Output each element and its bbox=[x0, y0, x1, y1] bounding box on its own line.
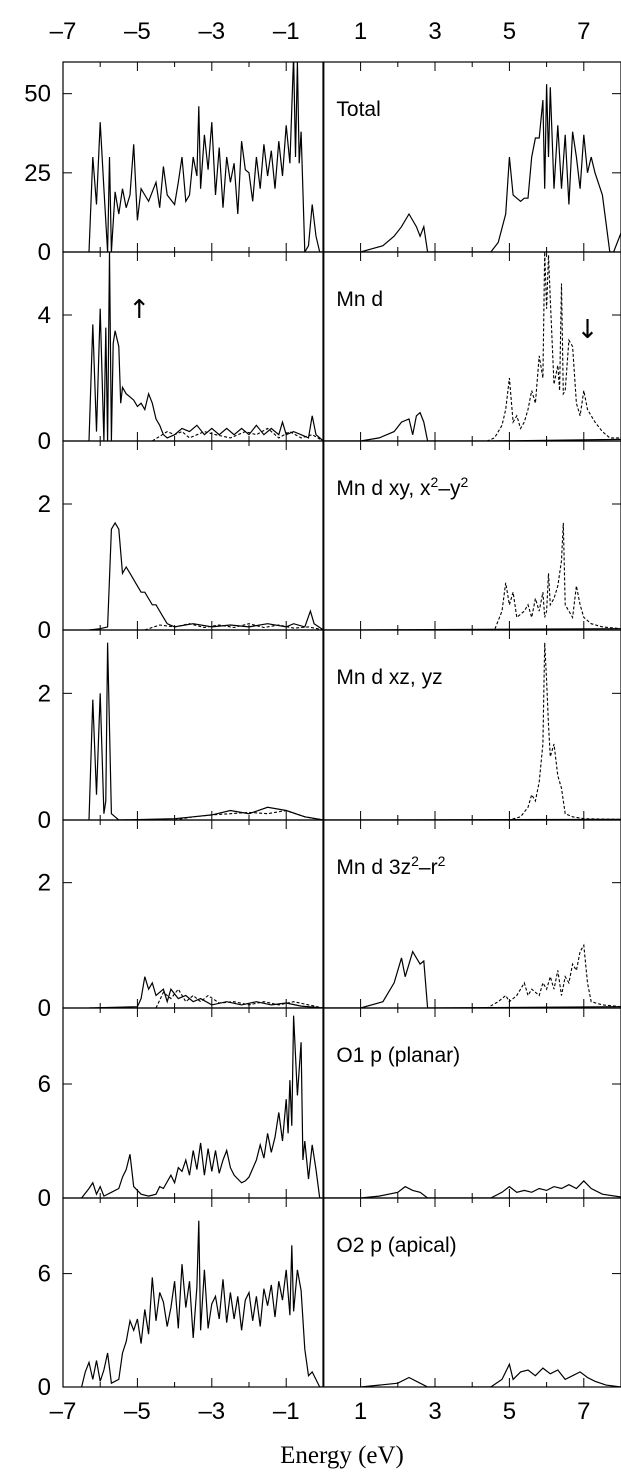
spin-up-line bbox=[88, 252, 621, 441]
spin-down-line bbox=[144, 522, 621, 630]
spin-down-line bbox=[155, 943, 621, 1008]
dos-panel: 0 6 O2 p (apical) bbox=[38, 1197, 621, 1401]
y-tick-label: 2 bbox=[38, 680, 51, 707]
panel-label-part: O2 p (apical) bbox=[336, 1234, 456, 1257]
spin-down-line bbox=[152, 252, 621, 441]
panel-label: Mn d bbox=[336, 288, 383, 311]
panel-label-part: O1 p (planar) bbox=[336, 1044, 460, 1067]
panel-label: O2 p (apical) bbox=[336, 1234, 456, 1257]
y-tick-label: 6 bbox=[38, 1071, 51, 1098]
y-tick-label: 0 bbox=[38, 995, 51, 1022]
y-tick-label: 50 bbox=[24, 81, 51, 108]
y-tick-label: 25 bbox=[24, 160, 51, 187]
spin-down-line bbox=[174, 642, 621, 820]
y-tick-label: 0 bbox=[38, 1185, 51, 1212]
x-axis-title: Energy (eV) bbox=[280, 1442, 404, 1469]
spin-down-arrow: ↓ bbox=[577, 315, 599, 345]
y-tick-label: 0 bbox=[38, 1374, 51, 1401]
panel-label-part: Mn d xz, yz bbox=[336, 666, 442, 689]
spin-up-arrow: ↑ bbox=[128, 295, 150, 325]
bottom-x-tick-label: –3 bbox=[198, 1398, 225, 1425]
top-x-tick-label: 7 bbox=[577, 18, 590, 45]
y-tick-label: 6 bbox=[38, 1261, 51, 1288]
top-x-tick-label: –3 bbox=[198, 18, 225, 45]
spin-up-line bbox=[88, 950, 621, 1008]
bottom-x-tick-label: –1 bbox=[273, 1398, 300, 1425]
dos-panel: 0 6 O1 p (planar) bbox=[38, 1007, 621, 1212]
spin-up-line bbox=[88, 62, 621, 252]
y-tick-label: 0 bbox=[38, 617, 51, 644]
top-x-tick-label: –7 bbox=[50, 18, 77, 45]
dos-panel: 0 4 Mn d ↑ ↓ bbox=[38, 251, 621, 455]
panel-label: Mn d 3z2–r2 bbox=[336, 853, 445, 879]
panel-label-part: 2 bbox=[461, 474, 469, 490]
panel-frame bbox=[62, 61, 621, 253]
panel-frame bbox=[62, 1007, 621, 1199]
top-x-tick-labels: –7 –5 –3 –1 1 3 5 7 bbox=[50, 18, 591, 45]
bottom-x-tick-label: –5 bbox=[124, 1398, 151, 1425]
bottom-x-tick-label: 3 bbox=[428, 1398, 441, 1425]
panel-label-part: –r bbox=[419, 856, 438, 879]
panel-frame bbox=[62, 440, 621, 631]
top-x-tick-label: 1 bbox=[354, 18, 367, 45]
dos-panel: 0 2 Mn d xz, yz bbox=[38, 629, 621, 834]
bottom-x-tick-label: –7 bbox=[50, 1398, 77, 1425]
spin-up-line bbox=[81, 1015, 621, 1198]
panel-label: Mn d xy, x2–y2 bbox=[336, 474, 468, 500]
panel-label-part: 2 bbox=[411, 853, 419, 869]
panel-label-part: 2 bbox=[431, 474, 439, 490]
y-tick-label: 0 bbox=[38, 807, 51, 834]
panel-label: Total bbox=[336, 98, 380, 121]
y-tick-label: 0 bbox=[38, 428, 51, 455]
top-x-tick-label: –5 bbox=[124, 18, 151, 45]
panel-label: O1 p (planar) bbox=[336, 1044, 460, 1067]
bottom-x-tick-label: 5 bbox=[503, 1398, 516, 1425]
top-x-tick-label: –1 bbox=[273, 18, 300, 45]
top-x-tick-label: 3 bbox=[428, 18, 441, 45]
panel-frame bbox=[62, 819, 621, 1009]
panel-label-part: 2 bbox=[438, 853, 446, 869]
panel-frame bbox=[62, 251, 621, 442]
bottom-x-tick-label: 1 bbox=[354, 1398, 367, 1425]
panel-frame bbox=[62, 1197, 621, 1388]
y-tick-label: 2 bbox=[38, 491, 51, 518]
panel-label-part: Mn d 3z bbox=[336, 856, 411, 879]
spin-up-line bbox=[81, 1220, 621, 1387]
spin-up-line bbox=[88, 521, 621, 630]
bottom-x-tick-labels: –7 –5 –3 –1 1 3 5 7 bbox=[50, 1398, 591, 1425]
panel-label: Mn d xz, yz bbox=[336, 666, 442, 689]
y-tick-label: 2 bbox=[38, 870, 51, 897]
panel-label-part: Mn d bbox=[336, 288, 383, 311]
top-x-tick-label: 5 bbox=[503, 18, 516, 45]
bottom-x-tick-label: 7 bbox=[577, 1398, 590, 1425]
panel-label-part: –y bbox=[438, 477, 461, 500]
y-tick-label: 0 bbox=[38, 239, 51, 266]
panel-label-part: Total bbox=[336, 98, 380, 121]
dos-panel: 0 25 50 Total bbox=[24, 61, 621, 266]
panel-label-part: Mn d xy, x bbox=[336, 477, 431, 500]
y-tick-label: 4 bbox=[38, 302, 51, 329]
